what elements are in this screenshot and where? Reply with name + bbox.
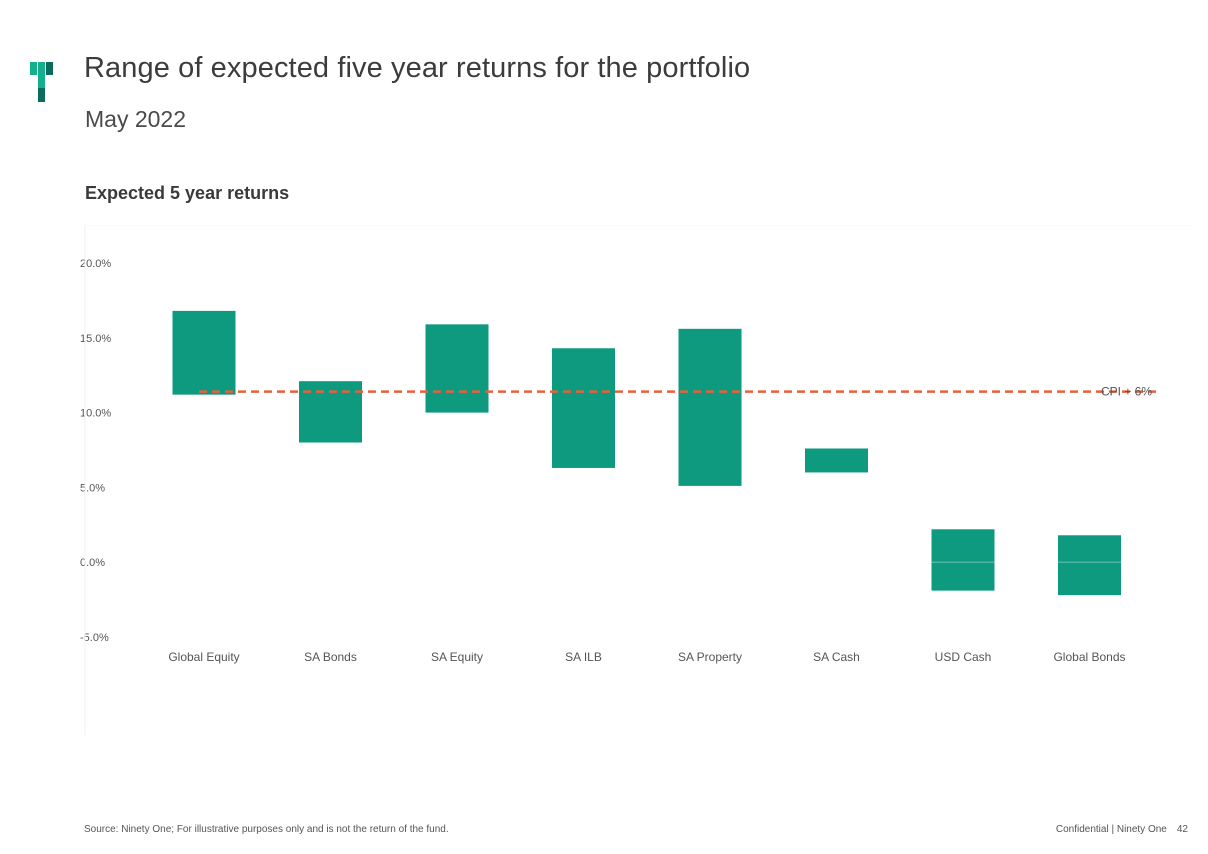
range-bar [425,324,489,413]
range-bar [1058,535,1121,596]
footer-right: Confidential | Ninety One 42 [1056,824,1188,835]
x-tick-label: SA Property [678,650,742,664]
x-tick-label: SA Bonds [304,650,357,664]
page-title: Range of expected five year returns for … [84,52,751,84]
range-bar [931,529,995,591]
x-tick-label: Global Equity [168,650,239,664]
y-tick-label: 15.0% [80,333,111,345]
range-bar [678,328,742,486]
x-tick-label: SA Equity [431,650,483,664]
footer-source: Source: Ninety One; For illustrative pur… [84,824,449,835]
range-bar [805,448,868,473]
ninety-one-logo [30,62,53,102]
y-tick-label: 20.0% [80,258,111,270]
range-bar [552,348,615,468]
footer-confidential: Confidential | Ninety One [1055,824,1167,835]
x-tick-label: USD Cash [935,650,992,664]
cpi-reference-label: CPI + 6% [1101,385,1152,399]
y-tick-label: 5.0% [80,482,105,494]
range-chart: 20.0% 15.0% 10.0% 5.0% 0.0% -5.0% Global Equit… [80,225,1192,735]
x-tick-label: Global Bonds [1053,650,1125,664]
page-subtitle: May 2022 [85,106,187,132]
range-bar [172,310,236,395]
range-bar [299,381,362,443]
y-tick-label: 10.0% [80,408,111,420]
page-number: 42 [1176,824,1188,835]
chart-area: 20.0% 15.0% 10.0% 5.0% 0.0% -5.0% Global Equit… [70,225,1192,735]
y-tick-label: -5.0% [80,632,109,644]
chart-title: Expected 5 year returns [85,183,290,203]
y-tick-label: 0.0% [80,557,105,569]
x-tick-label: SA Cash [813,650,860,664]
x-tick-label: SA ILB [565,650,602,664]
